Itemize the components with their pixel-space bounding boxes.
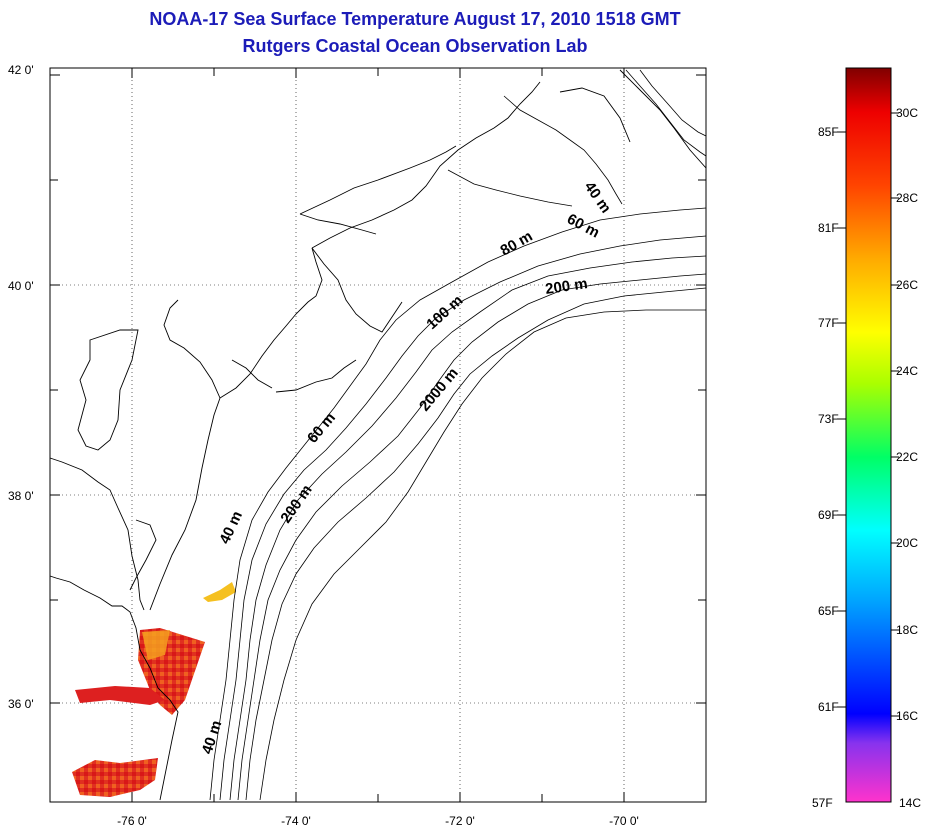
bathymetry-contours xyxy=(209,69,707,801)
lat-label: 36 0' xyxy=(8,697,34,711)
colorbar-f-label: 69F xyxy=(818,508,839,522)
colorbar-f-label: 61F xyxy=(818,700,839,714)
lat-label: 38 0' xyxy=(8,489,34,503)
map-title: NOAA-17 Sea Surface Temperature August 1… xyxy=(149,9,681,29)
colorbar-f-label: 73F xyxy=(818,412,839,426)
colorbar-c-label: 16C xyxy=(896,709,918,723)
colorbar-c-label: 28C xyxy=(896,191,918,205)
coastline xyxy=(49,69,707,801)
sst-patch-pamlico xyxy=(72,758,158,797)
contour-label: 200 m xyxy=(544,275,588,298)
colorbar-c-label: 20C xyxy=(896,536,918,550)
lon-label: -76 0' xyxy=(117,814,147,828)
tick-marks xyxy=(50,68,706,802)
lon-label: -74 0' xyxy=(281,814,311,828)
lon-label: -70 0' xyxy=(609,814,639,828)
lat-label: 40 0' xyxy=(8,279,34,293)
lon-labels: -76 0' -74 0' -72 0' -70 0' xyxy=(117,814,639,828)
colorbar-f-label: 81F xyxy=(818,221,839,235)
colorbar-f-label: 85F xyxy=(818,125,839,139)
lat-label: 42 0' xyxy=(8,63,34,77)
sst-patch-albemarle xyxy=(75,686,165,705)
colorbar-f-label: 77F xyxy=(818,316,839,330)
colorbar-gradient xyxy=(845,67,892,803)
lon-label: -72 0' xyxy=(445,814,475,828)
colorbar-f-label: 57F xyxy=(812,796,833,810)
sst-data xyxy=(72,582,236,797)
graticule xyxy=(50,68,706,802)
colorbar-f-label: 65F xyxy=(818,604,839,618)
lat-labels: 42 0' 40 0' 38 0' 36 0' xyxy=(8,63,34,711)
colorbar-c-label: 24C xyxy=(896,364,918,378)
colorbar: 85F 81F 77F 73F 69F 65F 61F 57F 30C 28C … xyxy=(812,67,921,810)
sst-patch-offshore xyxy=(203,582,236,602)
colorbar-c-label: 18C xyxy=(896,623,918,637)
colorbar-c-label: 22C xyxy=(896,450,918,464)
colorbar-c-label: 30C xyxy=(896,106,918,120)
map-subtitle: Rutgers Coastal Ocean Observation Lab xyxy=(242,36,588,56)
colorbar-c-label: 26C xyxy=(896,278,918,292)
colorbar-c-label: 14C xyxy=(899,796,921,810)
